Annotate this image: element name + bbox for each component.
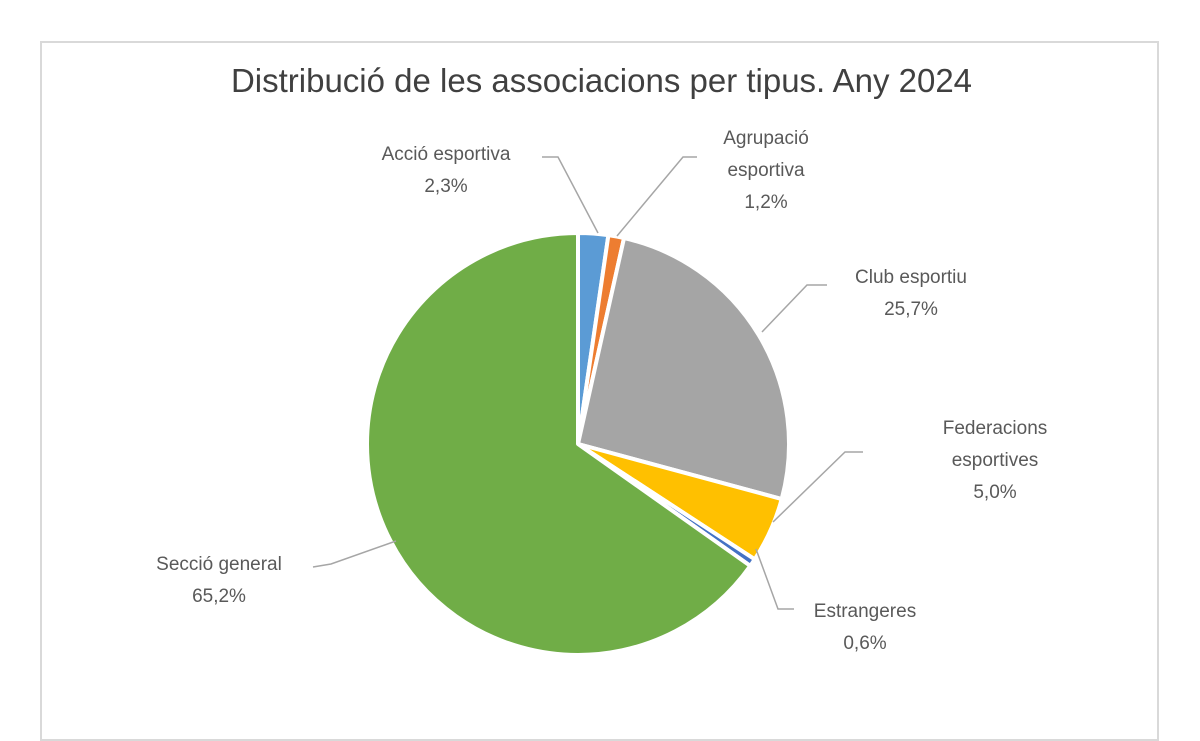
leader-line-club-esportiu bbox=[761, 284, 827, 333]
leader-line-estrangeres bbox=[755, 548, 794, 610]
leader-line-accio-esportiva bbox=[542, 156, 599, 234]
data-label-value: 0,6% bbox=[843, 633, 887, 654]
data-label-agrupacio-esportiva: Agrupació esportiva 1,2% bbox=[701, 123, 831, 219]
data-label-seccio-general: Secció general 65,2% bbox=[119, 549, 319, 613]
data-label-value: 1,2% bbox=[744, 192, 788, 213]
data-label-value: 2,3% bbox=[424, 176, 468, 197]
data-label-club-esportiu: Club esportiu 25,7% bbox=[811, 262, 1011, 326]
leader-line-federacions-esportives bbox=[772, 451, 863, 523]
data-label-name: Agrupació esportiva bbox=[723, 128, 809, 181]
data-label-name: Secció general bbox=[156, 554, 282, 575]
data-label-name: Federacions esportives bbox=[942, 418, 1048, 471]
pie-slices-group bbox=[365, 231, 791, 657]
data-label-estrangeres: Estrangeres 0,6% bbox=[765, 596, 965, 660]
pie-slice-2 bbox=[576, 236, 791, 502]
data-label-name: Club esportiu bbox=[855, 267, 967, 288]
data-label-accio-esportiva: Acció esportiva 2,3% bbox=[346, 139, 546, 203]
pie-slice-5 bbox=[365, 231, 753, 657]
data-label-value: 25,7% bbox=[884, 299, 938, 320]
chart-title: Distribució de les associacions per tipu… bbox=[230, 62, 973, 99]
data-label-value: 65,2% bbox=[192, 586, 246, 607]
leader-line-seccio-general bbox=[312, 540, 397, 568]
pie-chart bbox=[312, 156, 863, 657]
data-label-name: Estrangeres bbox=[813, 601, 917, 622]
data-label-value: 5,0% bbox=[973, 482, 1017, 503]
data-label-name: Acció esportiva bbox=[381, 144, 511, 165]
leader-line-agrupacio-esportiva bbox=[616, 156, 697, 237]
data-label-federacions-esportives: Federacions esportives 5,0% bbox=[925, 413, 1065, 509]
